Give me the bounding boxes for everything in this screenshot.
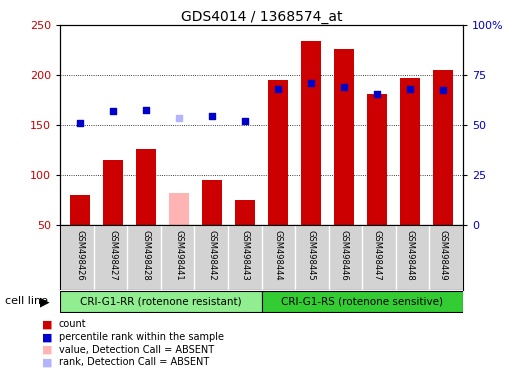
Text: GSM498448: GSM498448: [405, 230, 415, 281]
Text: GSM498442: GSM498442: [208, 230, 217, 280]
Text: GSM498444: GSM498444: [274, 230, 282, 280]
Text: GSM498445: GSM498445: [306, 230, 315, 280]
Text: ▶: ▶: [40, 295, 50, 308]
Point: [109, 108, 117, 114]
Point: [274, 86, 282, 92]
Text: GSM498426: GSM498426: [75, 230, 84, 281]
Bar: [103, 160, 123, 225]
Point: [76, 120, 84, 126]
Text: GSM498441: GSM498441: [175, 230, 184, 280]
Point: [406, 86, 414, 92]
Text: ■: ■: [42, 345, 52, 355]
Text: GSM498443: GSM498443: [241, 230, 249, 281]
Text: ■: ■: [42, 332, 52, 342]
Point: [439, 87, 447, 93]
Point: [208, 113, 216, 119]
Bar: [262, 291, 463, 312]
Text: cell line: cell line: [5, 296, 48, 306]
Text: count: count: [59, 319, 86, 329]
Text: value, Detection Call = ABSENT: value, Detection Call = ABSENT: [59, 345, 214, 355]
Text: GSM498449: GSM498449: [439, 230, 448, 280]
Point: [175, 115, 183, 121]
Bar: [70, 195, 90, 225]
Bar: [169, 193, 189, 225]
Bar: [202, 180, 222, 225]
Bar: [136, 149, 156, 225]
Text: GSM498428: GSM498428: [141, 230, 151, 281]
Point: [307, 80, 315, 86]
Text: rank, Detection Call = ABSENT: rank, Detection Call = ABSENT: [59, 358, 209, 367]
Bar: [235, 200, 255, 225]
Text: CRI-G1-RR (rotenone resistant): CRI-G1-RR (rotenone resistant): [80, 296, 242, 306]
Text: ■: ■: [42, 319, 52, 329]
Bar: [367, 94, 387, 225]
Text: GSM498447: GSM498447: [372, 230, 382, 281]
Text: ■: ■: [42, 358, 52, 367]
Point: [373, 91, 381, 97]
Text: GSM498446: GSM498446: [339, 230, 348, 281]
Text: GDS4014 / 1368574_at: GDS4014 / 1368574_at: [181, 10, 342, 23]
Bar: [334, 49, 354, 225]
Text: CRI-G1-RS (rotenone sensitive): CRI-G1-RS (rotenone sensitive): [281, 296, 443, 306]
Bar: [268, 80, 288, 225]
Bar: [301, 41, 321, 225]
Bar: [433, 70, 453, 225]
Bar: [60, 291, 262, 312]
Point: [241, 118, 249, 124]
Bar: [400, 78, 420, 225]
Text: percentile rank within the sample: percentile rank within the sample: [59, 332, 223, 342]
Text: GSM498427: GSM498427: [108, 230, 118, 281]
Point: [142, 107, 150, 113]
Point: [340, 84, 348, 90]
